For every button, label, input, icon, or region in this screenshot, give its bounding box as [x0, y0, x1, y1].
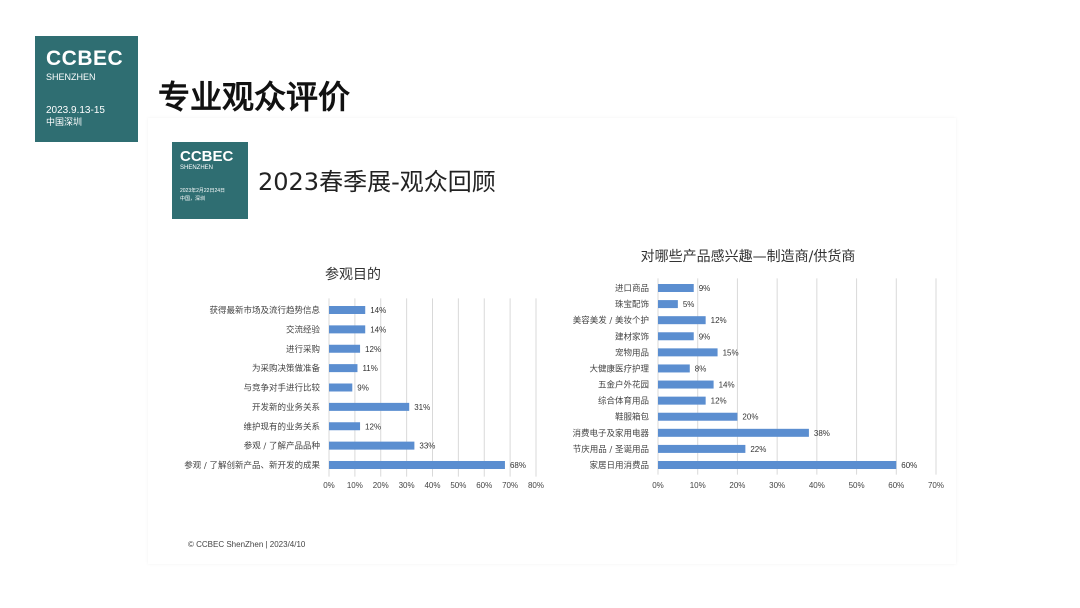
chart-2-bar: [658, 412, 738, 421]
chart-1-data-label: 33%: [419, 442, 435, 451]
chart-2-bar: [658, 284, 694, 292]
chart-1-category-label: 获得最新市场及流行趋势信息: [209, 305, 320, 316]
chart-1-tick-label: 30%: [399, 481, 415, 490]
chart-2-title: 对哪些产品感兴趣—制造商/供货商: [641, 248, 856, 265]
slide-footer: © CCBEC ShenZhen | 2023/4/10: [188, 540, 306, 549]
chart-2-tick-label: 40%: [809, 481, 825, 490]
chart-1-data-label: 12%: [365, 345, 381, 354]
chart-1-tick-label: 60%: [476, 481, 492, 490]
chart-1-data-label: 11%: [362, 364, 377, 373]
chart-2-data-label: 20%: [742, 413, 758, 422]
chart-2-category-label: 家居日用消费品: [589, 460, 649, 471]
chart-1-category-label: 交流经验: [286, 324, 321, 335]
slide-logo: CCBEC SHENZHEN 2023年2月22日24日 中国，深圳: [172, 142, 248, 219]
chart-2-bar: [658, 380, 714, 389]
chart-2-data-label: 12%: [711, 397, 727, 406]
chart-2-bar: [658, 300, 678, 309]
logo-date: 2023.9.13-15: [46, 105, 105, 116]
chart-1-tick-label: 10%: [347, 481, 363, 490]
chart-2-data-label: 8%: [695, 364, 707, 373]
chart-2-bar: [658, 428, 809, 437]
chart-1-bar: [329, 402, 410, 411]
chart-2-data-label: 5%: [683, 300, 695, 309]
chart-2-category-label: 美容美发 / 美妆个护: [573, 315, 649, 326]
chart-2-tick-label: 70%: [928, 481, 944, 490]
chart-2-bar: [658, 461, 897, 469]
chart-1-tick-label: 80%: [528, 481, 544, 490]
chart-1-tick-label: 50%: [450, 481, 466, 490]
chart-1-tick-label: 20%: [373, 481, 389, 490]
chart-2-data-label: 22%: [750, 445, 766, 454]
chart-2-bar: [658, 444, 746, 453]
chart-2-data-label: 15%: [723, 348, 739, 357]
slide-logo-subtitle: SHENZHEN: [180, 165, 214, 171]
chart-1-data-label: 31%: [414, 403, 430, 412]
chart-2-tick-label: 60%: [888, 481, 904, 490]
chart-2-tick-label: 50%: [849, 481, 865, 490]
chart-2-data-label: 9%: [699, 332, 711, 341]
chart-2-category-label: 鞋服箱包: [615, 412, 650, 423]
chart-2-category-label: 珠宝配饰: [615, 299, 650, 310]
chart-1-data-label: 9%: [357, 384, 369, 393]
page-title: 专业观众评价: [158, 78, 351, 116]
logo-title: CCBEC: [46, 47, 124, 70]
chart-2-category-label: 大健康医疗护理: [589, 363, 649, 374]
chart-2-category-label: 宠物用品: [615, 347, 649, 358]
chart-1-tick-label: 0%: [323, 481, 335, 490]
charts-canvas: 0% 10% 20% 30% 40% 50% 60% 70% 80% 参观目的获得最新市场及流行趋…: [184, 248, 944, 490]
chart-1-data-label: 68%: [510, 461, 526, 470]
chart-1-bar: [329, 441, 415, 450]
chart-2-category-label: 五金户外花园: [598, 380, 649, 391]
chart-2-category-label: 进口商品: [615, 283, 649, 294]
chart-1-category-label: 与竞争对手进行比较: [243, 383, 320, 394]
slide-logo-date: 2023年2月22日24日: [180, 188, 226, 194]
chart-2-bar: [658, 332, 694, 341]
chart-2-bar: [658, 348, 718, 357]
slide-logo-location: 中国，深圳: [180, 196, 206, 202]
slide-title: 2023春季展-观众回顾: [258, 168, 496, 196]
chart-2-bar: [658, 396, 706, 405]
chart-2-category-label: 综合体育用品: [598, 396, 649, 407]
chart-1-category-label: 参观 / 了解产品品种: [244, 441, 320, 452]
chart-2-tick-label: 30%: [769, 481, 785, 490]
chart-2-bar: [658, 364, 690, 373]
chart-1-bar: [329, 306, 366, 314]
chart-1-category-label: 为采购决策做准备: [252, 363, 321, 374]
chart-2-data-label: 14%: [719, 381, 735, 390]
chart-2-category-label: 节庆用品 / 圣诞用品: [573, 444, 649, 455]
chart-2-data-label: 12%: [711, 316, 727, 325]
logo-subtitle: SHENZHEN: [46, 72, 96, 82]
chart-2-tick-label: 0%: [652, 481, 664, 490]
slide-image: CCBEC SHENZHEN 2023年2月22日24日 中国，深圳 2023春…: [148, 118, 956, 564]
chart-1-bar: [329, 383, 353, 392]
chart-1-bar: [329, 461, 505, 469]
chart-1-bar: [329, 325, 366, 334]
chart-1-data-label: 12%: [365, 422, 381, 431]
chart-1-bar: [329, 422, 361, 431]
slide-logo-title: CCBEC: [180, 148, 234, 165]
chart-2-data-label: 60%: [901, 461, 917, 470]
chart-1-category-label: 进行采购: [286, 344, 320, 355]
chart-2-bar: [658, 316, 706, 325]
chart-2-category-label: 建材家饰: [615, 331, 650, 342]
logo-location: 中国深圳: [46, 118, 83, 128]
chart-1-tick-label: 40%: [424, 481, 440, 490]
chart-1-category-label: 开发新的业务关系: [252, 402, 320, 413]
chart-1-category-label: 维护现有的业务关系: [243, 421, 320, 432]
chart-2-data-label: 38%: [814, 429, 830, 438]
chart-2-category-label: 消费电子及家用电器: [572, 428, 649, 439]
chart-1-data-label: 14%: [370, 325, 386, 334]
chart-1-data-label: 14%: [370, 306, 386, 315]
brand-logo: CCBEC SHENZHEN 2023.9.13-15 中国深圳: [35, 36, 138, 142]
chart-1-bar: [329, 344, 361, 353]
chart-1-tick-label: 70%: [502, 481, 518, 490]
chart-2-data-label: 9%: [699, 284, 711, 293]
chart-2-tick-label: 10%: [690, 481, 706, 490]
chart-1-bar: [329, 364, 358, 373]
chart-1-title: 参观目的: [325, 266, 381, 283]
chart-2-tick-label: 20%: [729, 481, 745, 490]
chart-1-category-label: 参观 / 了解创新产品、新开发的成果: [184, 460, 320, 471]
